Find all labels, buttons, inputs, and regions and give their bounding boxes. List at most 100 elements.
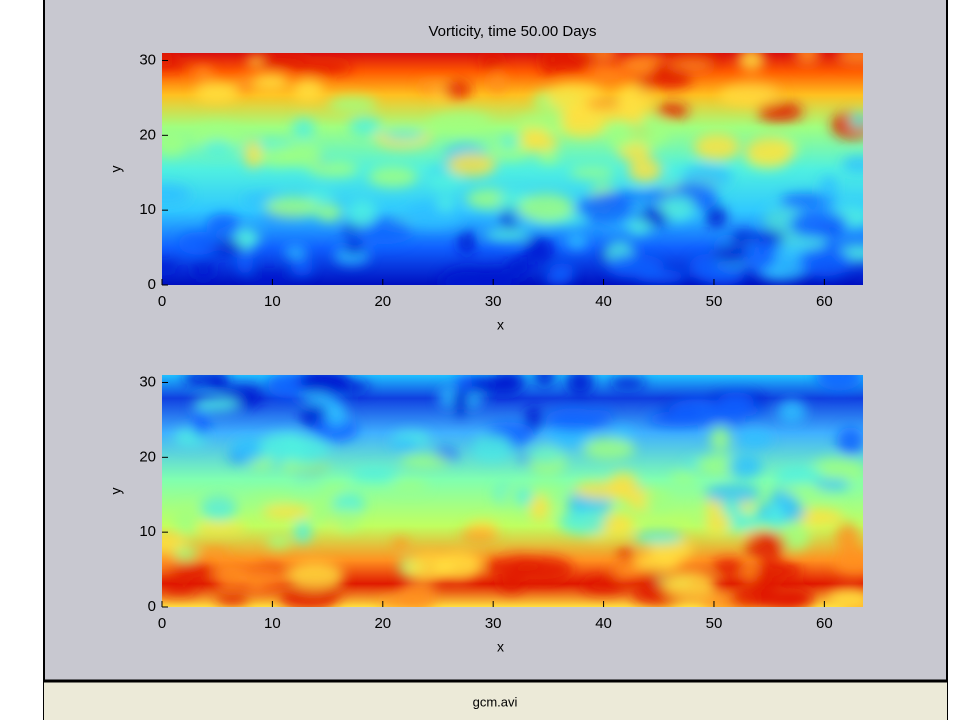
vortex-blob — [281, 141, 323, 168]
vortex-blob — [560, 115, 605, 138]
vortex-blob — [566, 375, 594, 397]
vortex-blob — [669, 472, 698, 485]
vortex-blob — [607, 124, 635, 149]
vortex-blob — [283, 245, 307, 259]
vortex-blob — [262, 504, 311, 519]
x-tick-label: 60 — [816, 293, 833, 310]
vortex-blob — [744, 531, 787, 560]
vortex-blob — [182, 375, 230, 387]
vortex-blob — [775, 465, 824, 486]
vortex-blob — [549, 263, 575, 279]
vortex-blob — [206, 214, 241, 240]
vortex-blob — [609, 376, 646, 389]
vortex-blob — [293, 60, 353, 74]
vortex-blob — [497, 555, 544, 573]
vortex-blob — [586, 98, 622, 109]
vortex-blob — [324, 402, 348, 427]
vortex-blob — [234, 566, 288, 591]
vortex-blob — [290, 256, 313, 277]
vortex-blob — [836, 53, 863, 65]
vortex-blob — [397, 582, 436, 607]
vortex-blob — [569, 166, 616, 178]
vortex-blob — [633, 553, 681, 573]
vortex-blob — [452, 387, 469, 417]
vortex-blob — [565, 233, 588, 250]
chart-title: Vorticity, time 50.00 Days — [428, 23, 596, 40]
y-axis-label: y — [108, 166, 124, 173]
vortex-blob — [194, 82, 239, 104]
vortex-blob — [704, 483, 761, 504]
vortex-blob — [178, 231, 220, 255]
vortex-blob — [266, 534, 292, 549]
y-tick-label: 10 — [139, 201, 156, 218]
vortex-blob — [680, 165, 733, 189]
vortex-blob — [712, 558, 746, 576]
vortex-blob — [428, 169, 463, 191]
x-tick-label: 30 — [485, 615, 502, 632]
vortex-blob — [757, 101, 803, 122]
vortex-blob — [766, 503, 785, 531]
vortex-blob — [528, 450, 564, 461]
vortex-blob — [498, 570, 525, 593]
vortex-blob — [460, 529, 499, 542]
x-tick-label: 50 — [706, 615, 723, 632]
vortex-blob — [612, 560, 643, 580]
vortex-blob — [633, 530, 685, 545]
heatmap — [162, 53, 863, 285]
vortex-blob — [702, 267, 745, 285]
vortex-blob — [459, 376, 519, 396]
x-tick-label: 40 — [595, 293, 612, 310]
vortex-blob — [328, 96, 378, 113]
vortex-blob — [312, 417, 359, 442]
heatmap-texture — [162, 375, 863, 607]
heatmap — [162, 375, 863, 607]
vortex-blob — [789, 210, 848, 239]
vortex-blob — [545, 408, 601, 432]
vortex-blob — [247, 579, 265, 594]
vortex-blob — [794, 53, 821, 66]
x-tick-label: 60 — [816, 615, 833, 632]
vortex-blob — [519, 133, 559, 152]
vortex-blob — [173, 506, 200, 536]
vortex-blob — [162, 184, 191, 206]
vortex-blob — [343, 240, 365, 255]
vortex-blob — [162, 583, 198, 595]
x-tick-label: 30 — [485, 293, 502, 310]
vortex-blob — [777, 399, 807, 424]
vortex-blob — [173, 546, 198, 561]
x-tick-label: 20 — [374, 615, 391, 632]
vortex-blob — [286, 561, 345, 590]
vortex-blob — [447, 152, 497, 177]
vortex-blob — [602, 513, 634, 537]
x-axis-label: x — [497, 317, 504, 333]
vortex-blob — [418, 80, 447, 94]
vortex-blob — [752, 591, 806, 604]
vortex-blob — [433, 111, 491, 133]
vortex-blob — [711, 244, 753, 264]
vortex-blob — [515, 487, 534, 506]
vortex-blob — [745, 137, 794, 166]
vortex-blob — [252, 73, 290, 91]
vortex-blob — [668, 399, 726, 425]
vortex-blob — [693, 133, 740, 161]
vortex-blob — [580, 577, 627, 594]
x-tick-label: 20 — [374, 293, 391, 310]
vortex-blob — [350, 466, 398, 481]
vortex-blob — [538, 150, 559, 164]
vortex-blob — [849, 112, 863, 129]
vortex-blob — [190, 523, 247, 534]
x-tick-label: 40 — [595, 615, 612, 632]
status-bar — [44, 682, 947, 720]
vortex-blob — [705, 206, 727, 229]
vortex-blob — [728, 454, 763, 479]
vortex-blob — [201, 140, 234, 157]
vortex-blob — [427, 117, 444, 132]
vortex-blob — [627, 219, 652, 235]
vortex-blob — [582, 437, 636, 461]
vortex-blob — [756, 559, 788, 583]
vortex-blob — [292, 118, 315, 139]
vortex-blob — [247, 271, 292, 285]
vortex-blob — [400, 454, 452, 469]
